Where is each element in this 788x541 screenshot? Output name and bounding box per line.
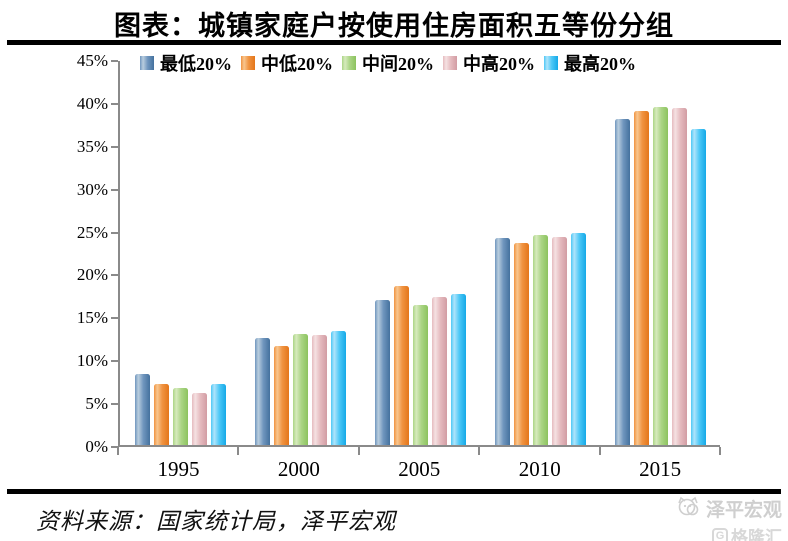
bar <box>134 374 150 445</box>
bar-group <box>360 61 480 445</box>
plot-area <box>118 61 720 447</box>
bar <box>393 286 409 445</box>
partner-logo-icon: G <box>712 527 728 541</box>
y-axis-tick-label: 10% <box>76 351 108 371</box>
watermark-brand-text: 泽平宏观 <box>705 500 782 521</box>
top-divider-line <box>7 40 781 45</box>
y-axis-tick-mark <box>111 188 118 191</box>
y-axis-tick-label: 0% <box>85 437 108 456</box>
bar <box>671 107 687 445</box>
bar <box>614 119 630 445</box>
legend-swatch <box>241 56 255 70</box>
x-axis-tick-mark <box>478 447 481 455</box>
y-axis-tick-label: 5% <box>85 394 108 414</box>
bar <box>513 242 529 445</box>
bar <box>191 392 207 445</box>
legend-item: 中低20% <box>241 50 333 76</box>
bar <box>633 110 649 445</box>
bar-chart: 最低20% 中低20% 中间20% 中高20% 最高20% 0% 5% 10% 15% 20% 2… <box>0 45 788 489</box>
legend-item: 最低20% <box>140 50 232 76</box>
y-axis-tick-label: 20% <box>76 265 108 285</box>
x-axis-tick-mark <box>719 447 721 455</box>
bar <box>431 297 447 445</box>
bar <box>551 236 567 445</box>
legend-item: 中间20% <box>342 50 434 76</box>
watermark-brand-line: 泽平宏观 <box>676 495 782 522</box>
legend-label: 最高20% <box>564 54 636 74</box>
y-axis-tick-label: 15% <box>76 308 108 328</box>
bar <box>172 387 188 445</box>
y-axis-tick-mark <box>111 102 118 105</box>
y-axis-tick-label: 40% <box>76 93 108 113</box>
bar <box>412 305 428 445</box>
bar-group <box>120 61 240 445</box>
legend-item: 中高20% <box>443 50 535 76</box>
bar-group <box>480 61 600 445</box>
y-axis-tick-mark <box>111 274 118 277</box>
y-axis-tick-label: 25% <box>76 222 108 242</box>
x-axis-tick-mark <box>598 447 601 455</box>
legend-swatch <box>443 56 457 70</box>
legend-label: 中高20% <box>463 54 535 74</box>
bar <box>652 107 668 445</box>
y-axis-tick-mark <box>111 360 118 363</box>
bar <box>532 235 548 445</box>
x-axis-tick-mark <box>237 447 240 455</box>
y-axis-tick-mark <box>111 446 118 448</box>
bar-group <box>600 61 720 445</box>
x-axis-category-label: 2010 <box>518 457 561 481</box>
legend: 最低20% 中低20% 中间20% 中高20% 最高20% <box>140 50 645 76</box>
y-axis-tick-mark <box>111 60 118 62</box>
cat-face-icon <box>676 496 706 522</box>
y-axis-tick-mark <box>111 231 118 234</box>
x-axis-category-label: 2000 <box>277 457 320 481</box>
legend-label: 最低20% <box>160 54 232 74</box>
legend-swatch <box>342 56 356 70</box>
bar-group <box>240 61 360 445</box>
bar <box>311 334 327 445</box>
bar <box>210 383 226 445</box>
bar <box>254 338 270 445</box>
watermark-partner-line: G 格隆汇 <box>676 523 782 541</box>
y-axis-tick-mark <box>111 317 118 320</box>
bar <box>494 237 510 445</box>
legend-label: 中低20% <box>261 54 333 74</box>
bottom-divider-line <box>7 489 781 494</box>
x-axis-category-label: 2005 <box>398 457 441 481</box>
bar <box>292 334 308 445</box>
bar <box>273 346 289 445</box>
x-axis-tick-mark <box>117 447 119 455</box>
x-axis-category-label: 2015 <box>639 457 682 481</box>
watermark-partner-text: 格隆汇 <box>731 528 782 541</box>
y-axis-tick-mark <box>111 403 118 406</box>
legend-item: 最高20% <box>544 50 636 76</box>
legend-swatch <box>140 56 154 70</box>
bar <box>374 299 390 445</box>
bar <box>153 383 169 445</box>
y-axis-tick-mark <box>111 145 118 148</box>
legend-label: 中间20% <box>362 54 434 74</box>
y-axis-tick-label: 45% <box>76 51 108 70</box>
bar <box>570 232 586 445</box>
chart-title: 图表：城镇家庭户按使用住房面积五等份分组 <box>114 11 674 41</box>
y-axis-tick-label: 35% <box>76 136 108 156</box>
bar <box>330 330 346 445</box>
bar <box>690 129 706 445</box>
legend-swatch <box>544 56 558 70</box>
x-axis-tick-mark <box>357 447 360 455</box>
footer: 资料来源：国家统计局，泽平宏观 泽平宏观 <box>0 494 788 541</box>
x-axis-category-label: 1995 <box>157 457 200 481</box>
watermark: 泽平宏观 G 格隆汇 <box>676 495 782 541</box>
y-axis-tick-label: 30% <box>76 179 108 199</box>
source-text: 资料来源：国家统计局，泽平宏观 <box>36 509 396 534</box>
bar <box>450 293 466 445</box>
